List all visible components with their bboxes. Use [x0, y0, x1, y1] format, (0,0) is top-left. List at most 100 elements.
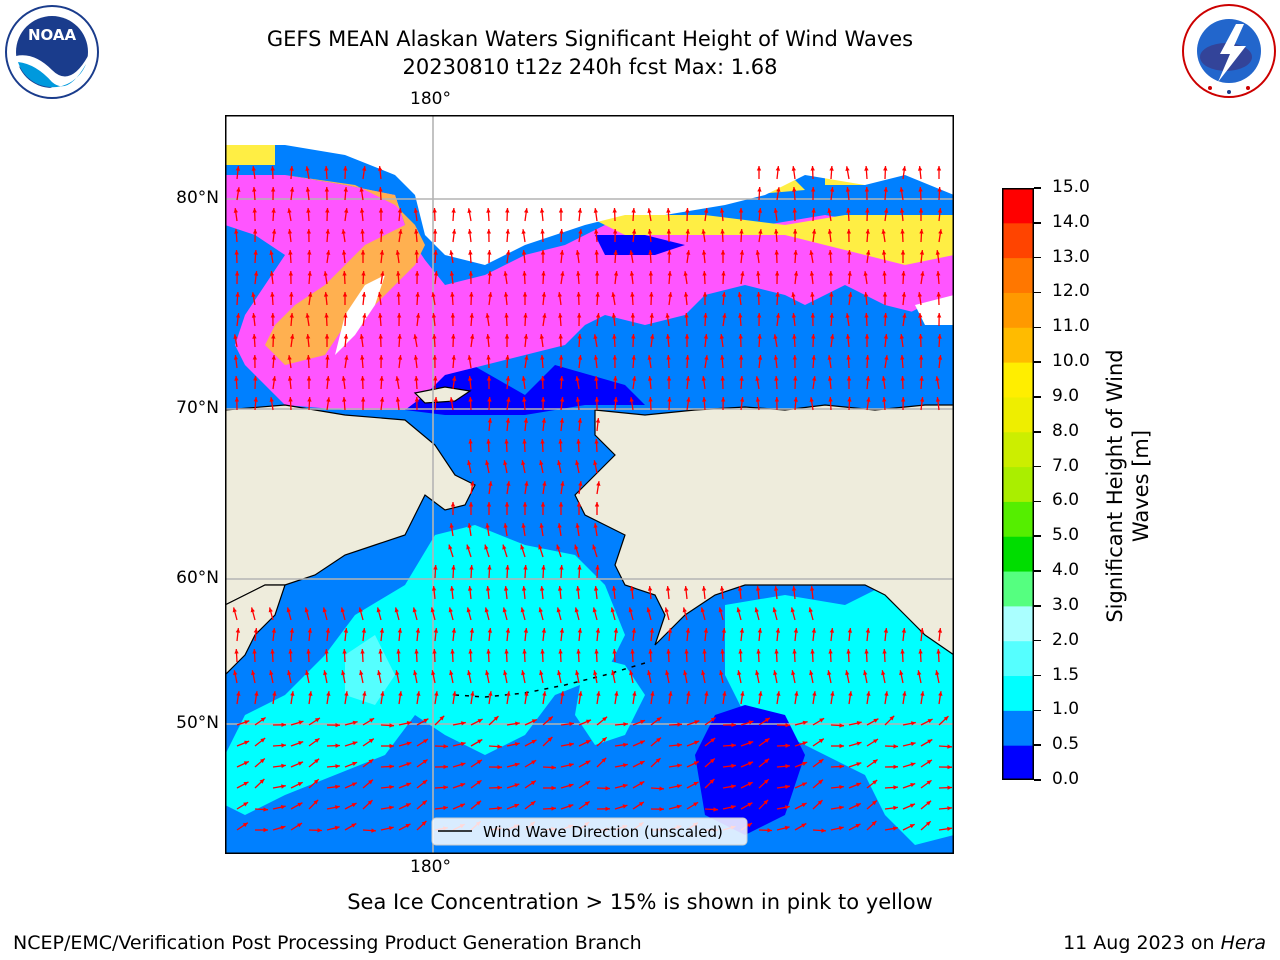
wave-direction-arrowhead: [839, 764, 844, 769]
wave-direction-arrowhead: [271, 229, 277, 234]
wave-direction-arrowhead: [720, 376, 725, 381]
wave-direction-arrowhead: [704, 208, 709, 213]
wave-direction-arrowhead: [647, 229, 653, 234]
wave-direction-arrowhead: [702, 397, 707, 402]
wave-direction-arrowhead: [701, 229, 706, 234]
wave-direction-arrowhead: [326, 691, 331, 696]
wave-direction-arrowhead: [415, 628, 421, 633]
wave-direction-arrowhead: [937, 334, 942, 339]
colorbar-cell: [1002, 536, 1034, 572]
wave-direction-arrowhead: [352, 720, 358, 725]
wave-direction-arrowhead: [611, 313, 617, 318]
wave-direction-arrowhead: [253, 250, 258, 255]
wave-direction-arrowhead: [443, 764, 448, 769]
wave-direction-arrowhead: [395, 376, 400, 381]
wave-direction-arrowhead: [449, 250, 454, 255]
wave-direction-arrowhead: [701, 376, 706, 381]
wave-direction-arrowhead: [709, 779, 715, 784]
wave-direction-arrowhead: [506, 397, 511, 402]
wave-direction-arrowhead: [485, 523, 490, 528]
wave-direction-arrowhead: [449, 670, 454, 676]
wave-direction-arrowhead: [523, 565, 528, 570]
wave-direction-arrowhead: [650, 334, 655, 339]
wave-direction-arrowhead: [235, 292, 240, 297]
wave-direction-arrowhead: [467, 670, 472, 676]
wave-direction-arrowhead: [810, 292, 815, 297]
wave-direction-arrowhead: [288, 271, 293, 276]
wave-direction-arrowhead: [314, 717, 320, 723]
wave-direction-arrowhead: [665, 670, 670, 676]
wave-direction-arrowhead: [557, 670, 562, 676]
wave-direction-arrowhead: [559, 376, 564, 381]
wave-direction-arrowhead: [289, 313, 294, 318]
wave-direction-arrowhead: [271, 628, 277, 633]
wave-direction-arrowhead: [936, 292, 941, 297]
wave-direction-arrowhead: [919, 628, 925, 633]
wave-direction-arrowhead: [757, 208, 763, 213]
wave-direction-arrowhead: [253, 397, 258, 402]
wave-direction-arrowhead: [468, 271, 473, 276]
wave-direction-arrowhead: [683, 670, 688, 676]
wave-direction-arrowhead: [718, 607, 723, 613]
wave-direction-arrowhead: [451, 565, 456, 570]
wave-direction-arrowhead: [883, 313, 888, 318]
wave-direction-arrowhead: [764, 758, 770, 764]
wave-direction-arrowhead: [846, 208, 851, 213]
wave-band-1-1.5-mid: [575, 655, 645, 745]
wave-direction-arrowhead: [521, 523, 526, 528]
wave-direction-arrowhead: [270, 313, 275, 318]
wave-direction-arrowhead: [569, 742, 574, 747]
wave-direction-arrowhead: [389, 784, 394, 790]
colorbar-tick-label: 8.0: [1052, 420, 1080, 441]
wave-direction-arrowhead: [893, 785, 898, 790]
wave-direction-arrowhead: [430, 607, 435, 613]
wave-direction-arrowhead: [667, 250, 672, 255]
wave-direction-arrowhead: [397, 628, 403, 633]
wave-direction-arrowhead: [559, 250, 565, 255]
wave-direction-arrowhead: [937, 313, 942, 318]
noaa-logo: NOAA: [5, 5, 99, 99]
wave-direction-arrowhead: [272, 376, 277, 381]
wave-direction-arrowhead: [297, 802, 303, 807]
wave-direction-arrowhead: [685, 355, 690, 360]
wave-direction-arrowhead: [649, 628, 655, 633]
wave-direction-arrowhead: [575, 523, 580, 528]
wave-direction-arrowhead: [683, 292, 689, 297]
wave-direction-arrowhead: [307, 397, 312, 402]
wave-direction-arrowhead: [547, 737, 553, 742]
wave-direction-arrowhead: [593, 670, 598, 676]
wave-direction-arrowhead: [557, 460, 562, 466]
wave-direction-arrowhead: [487, 271, 492, 276]
wave-direction-arrowhead: [773, 334, 778, 339]
wave-direction-arrowhead: [252, 187, 257, 192]
land-alaska: [574, 404, 954, 656]
wave-direction-arrowhead: [460, 741, 466, 747]
wave-direction-arrowhead: [378, 334, 383, 339]
wave-direction-arrowhead: [665, 586, 671, 591]
wave-direction-arrowhead: [324, 313, 329, 318]
wave-direction-arrowhead: [521, 229, 526, 234]
wave-direction-arrowhead: [685, 229, 690, 234]
wave-direction-arrowhead: [405, 803, 411, 808]
wave-direction-arrowhead: [389, 805, 394, 810]
wave-direction-arrowhead: [468, 502, 474, 507]
wave-direction-arrowhead: [682, 607, 687, 613]
wave-direction-arrowhead: [503, 271, 508, 276]
wave-direction-arrowhead: [287, 376, 293, 381]
wave-direction-arrowhead: [576, 292, 581, 297]
wave-direction-arrowhead: [341, 250, 347, 255]
wave-direction-arrowhead: [793, 376, 798, 381]
wave-direction-arrowhead: [250, 607, 255, 613]
wave-direction-arrowhead: [639, 740, 645, 745]
wave-band-1-1.5-east: [725, 585, 954, 845]
wave-direction-arrowhead: [631, 628, 637, 633]
wave-direction-arrowhead: [738, 649, 743, 654]
wave-direction-arrowhead: [378, 313, 383, 318]
wave-direction-arrowhead: [632, 376, 637, 381]
colorbar-tick-label: 1.5: [1052, 664, 1080, 685]
wave-direction-arrowhead: [596, 691, 601, 696]
wave-direction-arrowhead: [809, 397, 814, 402]
wave-direction-arrowhead: [577, 208, 583, 213]
wave-direction-arrowhead: [899, 334, 904, 339]
wave-direction-arrowhead: [362, 691, 367, 696]
